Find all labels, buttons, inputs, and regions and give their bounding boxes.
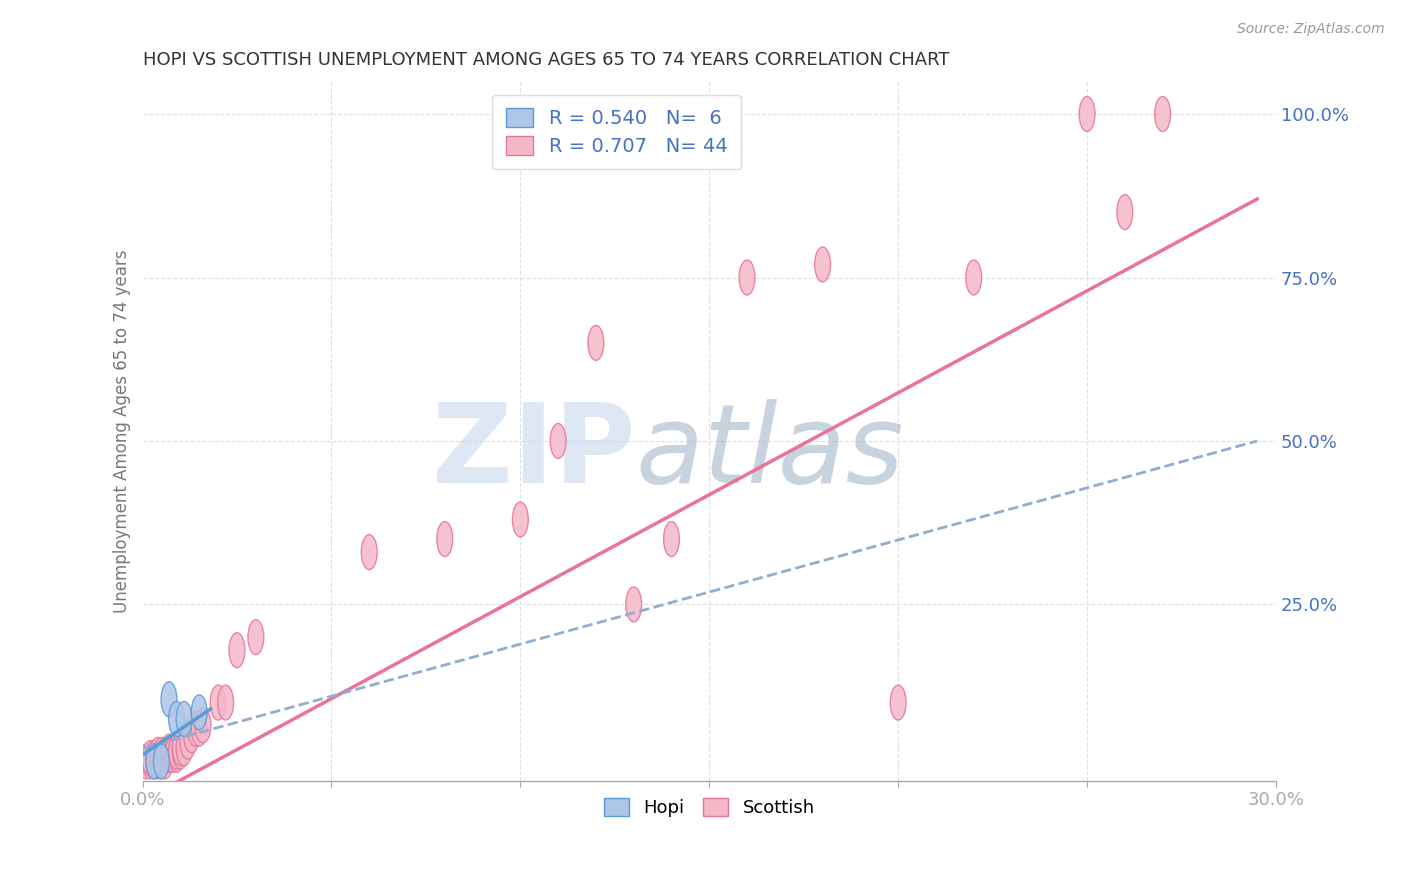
Text: atlas: atlas xyxy=(636,399,904,506)
Ellipse shape xyxy=(157,744,173,779)
Ellipse shape xyxy=(218,685,233,720)
Ellipse shape xyxy=(740,260,755,295)
Text: HOPI VS SCOTTISH UNEMPLOYMENT AMONG AGES 65 TO 74 YEARS CORRELATION CHART: HOPI VS SCOTTISH UNEMPLOYMENT AMONG AGES… xyxy=(142,51,949,69)
Ellipse shape xyxy=(664,522,679,557)
Ellipse shape xyxy=(138,744,155,779)
Ellipse shape xyxy=(184,718,200,753)
Ellipse shape xyxy=(550,424,567,458)
Ellipse shape xyxy=(149,744,166,779)
Ellipse shape xyxy=(142,740,157,776)
Ellipse shape xyxy=(153,740,169,776)
Ellipse shape xyxy=(176,701,193,737)
Ellipse shape xyxy=(1080,96,1095,131)
Ellipse shape xyxy=(890,685,905,720)
Ellipse shape xyxy=(153,744,169,779)
Ellipse shape xyxy=(173,734,188,769)
Ellipse shape xyxy=(247,620,264,655)
Ellipse shape xyxy=(191,711,207,747)
Ellipse shape xyxy=(153,744,169,779)
Ellipse shape xyxy=(165,734,181,769)
Ellipse shape xyxy=(146,744,162,779)
Ellipse shape xyxy=(966,260,981,295)
Ellipse shape xyxy=(146,744,162,779)
Ellipse shape xyxy=(195,708,211,743)
Ellipse shape xyxy=(588,326,603,360)
Ellipse shape xyxy=(814,247,831,282)
Ellipse shape xyxy=(157,738,173,772)
Text: Source: ZipAtlas.com: Source: ZipAtlas.com xyxy=(1237,22,1385,37)
Ellipse shape xyxy=(229,632,245,668)
Ellipse shape xyxy=(173,731,188,766)
Ellipse shape xyxy=(153,738,169,772)
Ellipse shape xyxy=(146,740,162,776)
Ellipse shape xyxy=(437,522,453,557)
Ellipse shape xyxy=(1154,96,1171,131)
Ellipse shape xyxy=(176,731,193,766)
Ellipse shape xyxy=(165,738,181,772)
Ellipse shape xyxy=(162,734,177,769)
Ellipse shape xyxy=(512,502,529,537)
Ellipse shape xyxy=(162,681,177,717)
Ellipse shape xyxy=(169,738,184,772)
Ellipse shape xyxy=(209,685,226,720)
Ellipse shape xyxy=(169,701,184,737)
Ellipse shape xyxy=(626,587,641,622)
Ellipse shape xyxy=(1116,194,1133,229)
Ellipse shape xyxy=(162,738,177,772)
Ellipse shape xyxy=(180,724,195,759)
Ellipse shape xyxy=(169,734,184,769)
Y-axis label: Unemployment Among Ages 65 to 74 years: Unemployment Among Ages 65 to 74 years xyxy=(114,250,131,613)
Ellipse shape xyxy=(142,744,157,779)
Text: ZIP: ZIP xyxy=(432,399,636,506)
Ellipse shape xyxy=(149,738,166,772)
Ellipse shape xyxy=(361,534,377,570)
Ellipse shape xyxy=(187,711,204,747)
Legend: Hopi, Scottish: Hopi, Scottish xyxy=(596,791,823,824)
Ellipse shape xyxy=(191,695,207,730)
